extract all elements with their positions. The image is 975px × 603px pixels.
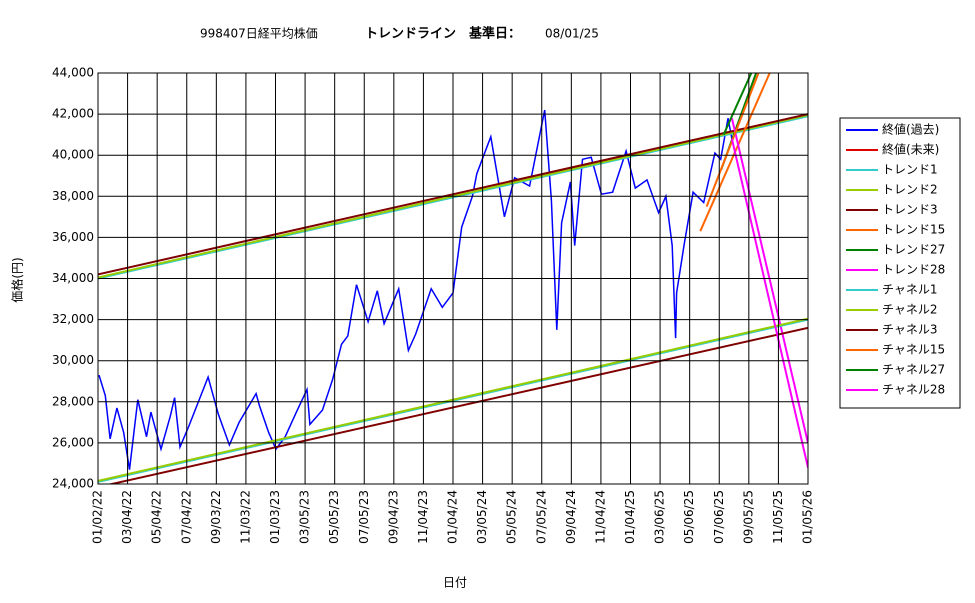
x-tick-label: 07/05/24 bbox=[534, 490, 548, 544]
legend-label: トレンド15 bbox=[882, 223, 945, 237]
x-tick-label: 05/05/24 bbox=[505, 490, 519, 544]
legend-label: チャネル28 bbox=[882, 383, 945, 397]
legend-label: トレンド1 bbox=[882, 163, 938, 177]
y-tick-label: 44,000 bbox=[52, 66, 94, 80]
legend-label: チャネル27 bbox=[882, 363, 945, 377]
x-tick-label: 11/03/22 bbox=[238, 490, 252, 544]
y-tick-label: 26,000 bbox=[52, 435, 94, 449]
y-tick-label: 30,000 bbox=[52, 353, 94, 367]
y-tick-label: 34,000 bbox=[52, 271, 94, 285]
legend-label: 終値(未来) bbox=[882, 142, 939, 157]
series-line bbox=[98, 109, 733, 470]
x-tick-label: 03/05/24 bbox=[475, 490, 489, 544]
x-tick-label: 03/04/22 bbox=[120, 490, 134, 544]
y-tick-label: 24,000 bbox=[52, 477, 94, 491]
chart-title: 998407日経平均株価 bbox=[200, 26, 318, 41]
legend-label: チャネル15 bbox=[882, 343, 945, 357]
series-line bbox=[730, 117, 808, 444]
x-tick-label: 05/04/22 bbox=[150, 490, 164, 544]
x-tick-label: 07/04/22 bbox=[179, 490, 193, 544]
legend-label: トレンド3 bbox=[882, 203, 938, 217]
x-tick-label: 01/05/26 bbox=[801, 490, 815, 544]
x-tick-label: 09/04/23 bbox=[386, 490, 400, 544]
x-tick-label: 05/05/23 bbox=[327, 490, 341, 544]
x-tick-label: 11/05/25 bbox=[771, 490, 785, 544]
legend-label: トレンド2 bbox=[882, 183, 938, 197]
legend-label: トレンド27 bbox=[882, 243, 945, 257]
x-tick-label: 03/05/23 bbox=[298, 490, 312, 544]
chart-title: 08/01/25 bbox=[545, 27, 599, 41]
x-tick-label: 07/06/25 bbox=[712, 490, 726, 544]
legend-label: チャネル3 bbox=[882, 323, 938, 337]
y-tick-label: 32,000 bbox=[52, 312, 94, 326]
x-tick-label: 03/06/25 bbox=[653, 490, 667, 544]
x-tick-label: 01/03/23 bbox=[268, 490, 282, 544]
x-tick-label: 05/06/25 bbox=[682, 490, 696, 544]
series-line bbox=[722, 73, 753, 136]
legend bbox=[839, 117, 961, 409]
x-tick-label: 11/04/24 bbox=[593, 490, 607, 544]
y-axis-label: 価格(円) bbox=[10, 257, 25, 302]
legend-label: 終値(過去) bbox=[882, 122, 939, 137]
x-tick-label: 01/02/22 bbox=[91, 490, 105, 544]
legend-label: チャネル2 bbox=[882, 303, 938, 317]
x-tick-label: 09/05/25 bbox=[741, 490, 755, 544]
x-tick-label: 07/05/23 bbox=[357, 490, 371, 544]
y-tick-label: 28,000 bbox=[52, 394, 94, 408]
series-line bbox=[730, 138, 808, 468]
chart-title: トレンドライン 基準日： bbox=[365, 26, 521, 42]
x-tick-label: 09/03/22 bbox=[209, 490, 223, 544]
x-tick-label: 01/04/24 bbox=[446, 490, 460, 544]
legend-label: チャネル1 bbox=[882, 283, 938, 297]
y-tick-label: 36,000 bbox=[52, 230, 94, 244]
y-tick-label: 38,000 bbox=[52, 189, 94, 203]
x-axis-label: 日付 bbox=[443, 576, 467, 590]
y-tick-label: 40,000 bbox=[52, 148, 94, 162]
x-tick-label: 11/04/23 bbox=[416, 490, 430, 544]
legend-label: トレンド28 bbox=[882, 263, 945, 277]
y-tick-label: 42,000 bbox=[52, 107, 94, 121]
x-tick-label: 01/04/25 bbox=[623, 490, 637, 544]
x-tick-label: 09/04/24 bbox=[564, 490, 578, 544]
